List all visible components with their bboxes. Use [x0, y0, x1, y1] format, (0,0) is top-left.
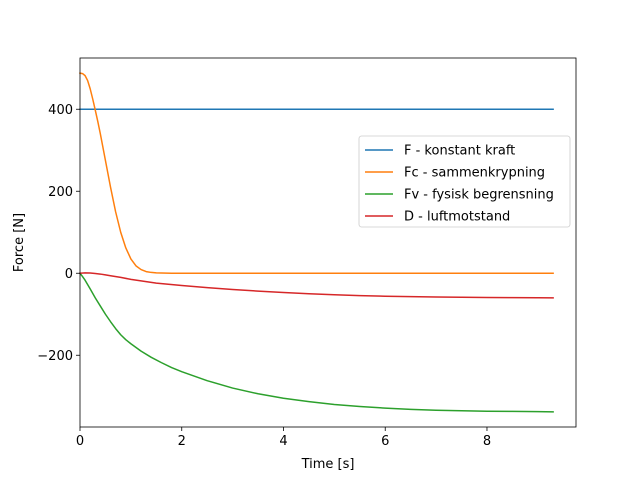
- series-line-2: [78, 272, 554, 413]
- y-tick-label: 200: [48, 185, 73, 200]
- legend-label: Fc - sammenkrypning: [404, 166, 545, 181]
- y-tick-label: −200: [37, 349, 73, 364]
- plot-area: [80, 58, 576, 427]
- series-layer: [78, 72, 554, 413]
- legend-label: D - luftmotstand: [404, 210, 510, 225]
- x-axis-label: Time [s]: [301, 457, 355, 472]
- x-tick-label: 2: [178, 434, 186, 449]
- y-axis-label: Force [N]: [12, 213, 27, 272]
- legend-box: [358, 135, 571, 228]
- legend-label: F - konstant kraft: [404, 144, 515, 159]
- series-line-1: [79, 72, 554, 274]
- x-tick-label: 6: [381, 434, 389, 449]
- x-tick-label: 4: [279, 434, 287, 449]
- y-axis-ticks: −200 0 200 400: [37, 103, 80, 364]
- y-tick-label: 400: [48, 103, 73, 118]
- series-line-3: [79, 272, 554, 299]
- legend-label: Fv - fysisk begrensning: [404, 188, 554, 203]
- x-tick-label: 0: [76, 434, 84, 449]
- plot-frame: [79, 57, 577, 428]
- x-axis-ticks: 0 2 4 6 8: [76, 427, 491, 449]
- y-tick-label: 0: [65, 267, 73, 282]
- legend: F - konstant kraft Fc - sammenkrypning Fv …: [358, 135, 571, 228]
- x-tick-label: 8: [483, 434, 491, 449]
